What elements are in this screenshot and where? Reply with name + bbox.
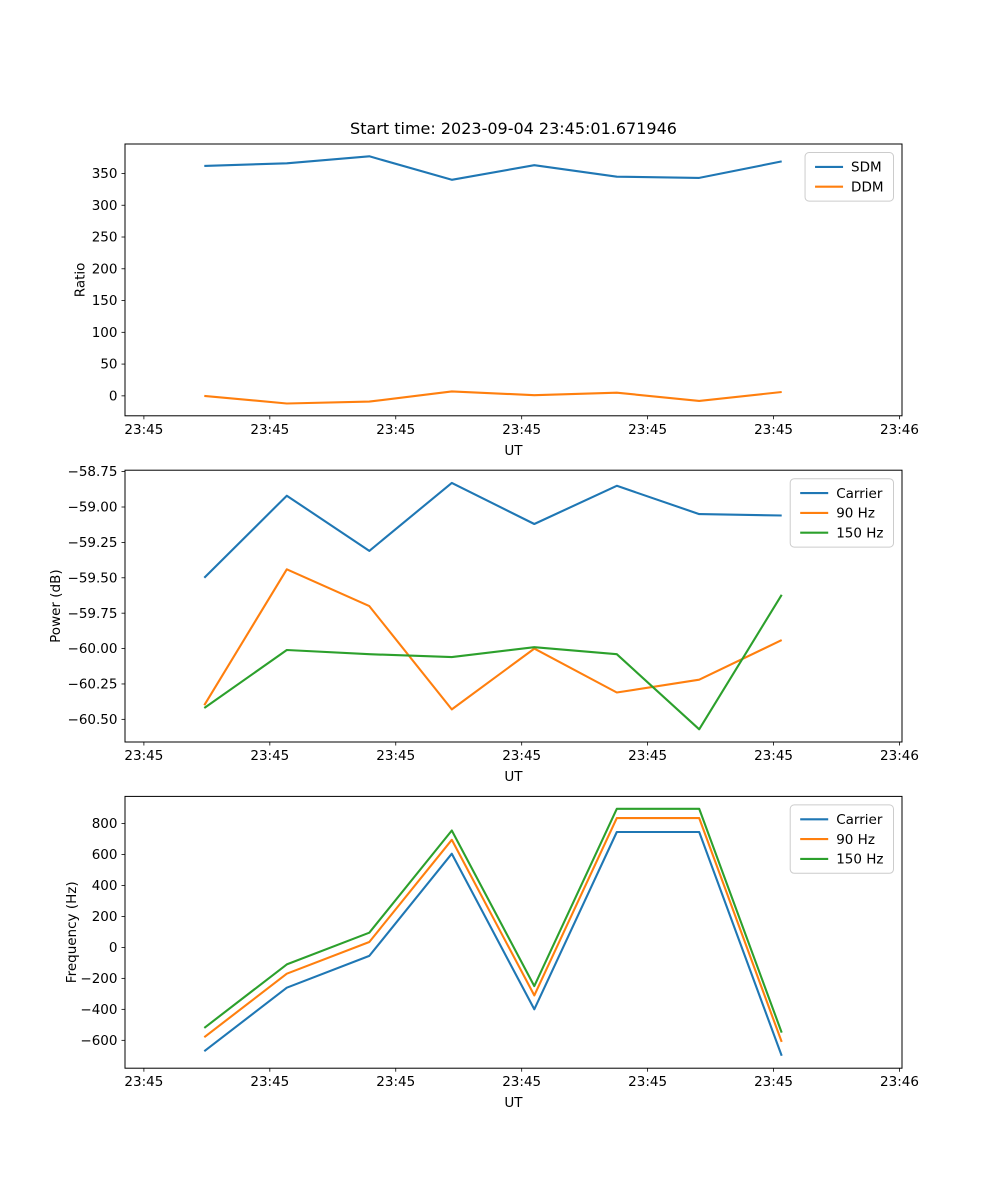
y-axis-label: Ratio bbox=[72, 263, 88, 298]
series-line-150-hz bbox=[203, 807, 783, 1033]
y-tick-label: 250 bbox=[92, 230, 118, 246]
y-tick-label: 100 bbox=[92, 325, 118, 341]
y-tick-label: −400 bbox=[80, 1002, 117, 1018]
x-tick-label: 23:45 bbox=[502, 748, 541, 764]
y-tick-label: 300 bbox=[92, 198, 118, 214]
series-line-90-hz bbox=[203, 817, 783, 1043]
x-tick-label: 23:45 bbox=[376, 1074, 415, 1090]
x-tick-label: 23:45 bbox=[250, 422, 289, 438]
x-tick-label: 23:45 bbox=[754, 1074, 793, 1090]
y-tick-label: −60.25 bbox=[68, 677, 118, 693]
legend: Carrier 90 Hz 150 Hz bbox=[789, 804, 894, 874]
x-tick-label: 23:45 bbox=[628, 748, 667, 764]
series-line-90-hz bbox=[203, 568, 783, 711]
axes-frequency-hz: 23:45 23:45 23:45 23:45 23:45 23:45 23:46 800 60… bbox=[64, 795, 919, 1111]
legend-label-carrier: Carrier bbox=[836, 486, 883, 502]
x-tick-label: 23:45 bbox=[124, 748, 163, 764]
legend: Carrier 90 Hz 150 Hz bbox=[789, 478, 894, 548]
x-axis-label: UT bbox=[504, 1095, 523, 1111]
y-tick-label: −60.50 bbox=[68, 712, 118, 728]
y-tick-label: −600 bbox=[80, 1033, 117, 1049]
x-tick-label: 23:45 bbox=[754, 748, 793, 764]
legend-frame bbox=[804, 152, 894, 202]
x-axis-label: UT bbox=[504, 769, 523, 785]
x-tick-label: 23:46 bbox=[880, 748, 919, 764]
y-tick-label: −200 bbox=[80, 971, 117, 987]
x-tick-label: 23:46 bbox=[880, 422, 919, 438]
x-tick-label: 23:45 bbox=[754, 422, 793, 438]
x-tick-label: 23:45 bbox=[250, 748, 289, 764]
legend-label-carrier: Carrier bbox=[836, 812, 883, 828]
axes-frame bbox=[124, 143, 903, 417]
legend-label-sdm: SDM bbox=[851, 160, 882, 176]
y-tick-label: −59.25 bbox=[68, 535, 118, 551]
y-tick-label: 0 bbox=[109, 388, 118, 404]
x-tick-label: 23:45 bbox=[502, 1074, 541, 1090]
series-line-ddm bbox=[204, 390, 782, 405]
y-tick-label: 150 bbox=[92, 293, 118, 309]
y-axis-label: Frequency (Hz) bbox=[64, 881, 80, 983]
legend-label-ddm: DDM bbox=[851, 180, 883, 196]
series-line-sdm bbox=[204, 155, 782, 181]
x-tick-label: 23:45 bbox=[124, 1074, 163, 1090]
legend-label-90-hz: 90 Hz bbox=[836, 506, 875, 522]
x-tick-label: 23:45 bbox=[376, 748, 415, 764]
y-tick-label: −60.00 bbox=[68, 641, 118, 657]
axes-frame bbox=[124, 795, 903, 1069]
x-tick-label: 23:45 bbox=[250, 1074, 289, 1090]
legend-frame bbox=[789, 478, 894, 548]
y-tick-label: 400 bbox=[92, 878, 118, 894]
legend-frame bbox=[789, 804, 894, 874]
axes-power-db: 23:45 23:45 23:45 23:45 23:45 23:45 23:46 −58.7… bbox=[48, 464, 919, 785]
y-tick-label: −58.75 bbox=[68, 464, 118, 480]
y-tick-label: 0 bbox=[109, 940, 118, 956]
y-axis-label: Power (dB) bbox=[48, 569, 64, 642]
y-tick-label: −59.50 bbox=[68, 570, 118, 586]
y-tick-label: −59.00 bbox=[68, 500, 118, 516]
y-tick-label: 350 bbox=[92, 166, 118, 182]
y-tick-label: 600 bbox=[92, 847, 118, 863]
x-tick-label: 23:45 bbox=[376, 422, 415, 438]
legend-label-90-hz: 90 Hz bbox=[836, 832, 875, 848]
figure-title: Start time: 2023-09-04 23:45:01.671946 bbox=[350, 119, 677, 138]
y-tick-label: 200 bbox=[92, 909, 118, 925]
legend: SDM DDM bbox=[804, 152, 894, 202]
series-line-carrier bbox=[203, 481, 782, 579]
legend-label-150-hz: 150 Hz bbox=[836, 852, 883, 868]
series-line-150-hz bbox=[203, 594, 783, 731]
y-tick-label: 800 bbox=[92, 816, 118, 832]
y-tick-label: 50 bbox=[100, 357, 117, 373]
x-tick-label: 23:45 bbox=[124, 422, 163, 438]
y-tick-label: 200 bbox=[92, 261, 118, 277]
x-tick-label: 23:45 bbox=[628, 422, 667, 438]
x-tick-label: 23:45 bbox=[628, 1074, 667, 1090]
x-tick-label: 23:45 bbox=[502, 422, 541, 438]
series-line-carrier bbox=[203, 830, 783, 1057]
legend-label-150-hz: 150 Hz bbox=[836, 526, 883, 542]
axes-frame bbox=[124, 469, 903, 743]
y-tick-label: −59.75 bbox=[68, 606, 118, 622]
x-tick-label: 23:46 bbox=[880, 1074, 919, 1090]
x-axis-label: UT bbox=[504, 443, 523, 459]
axes-ratio: 23:45 23:45 23:45 23:45 23:45 23:45 23:46 350 30… bbox=[72, 143, 919, 459]
